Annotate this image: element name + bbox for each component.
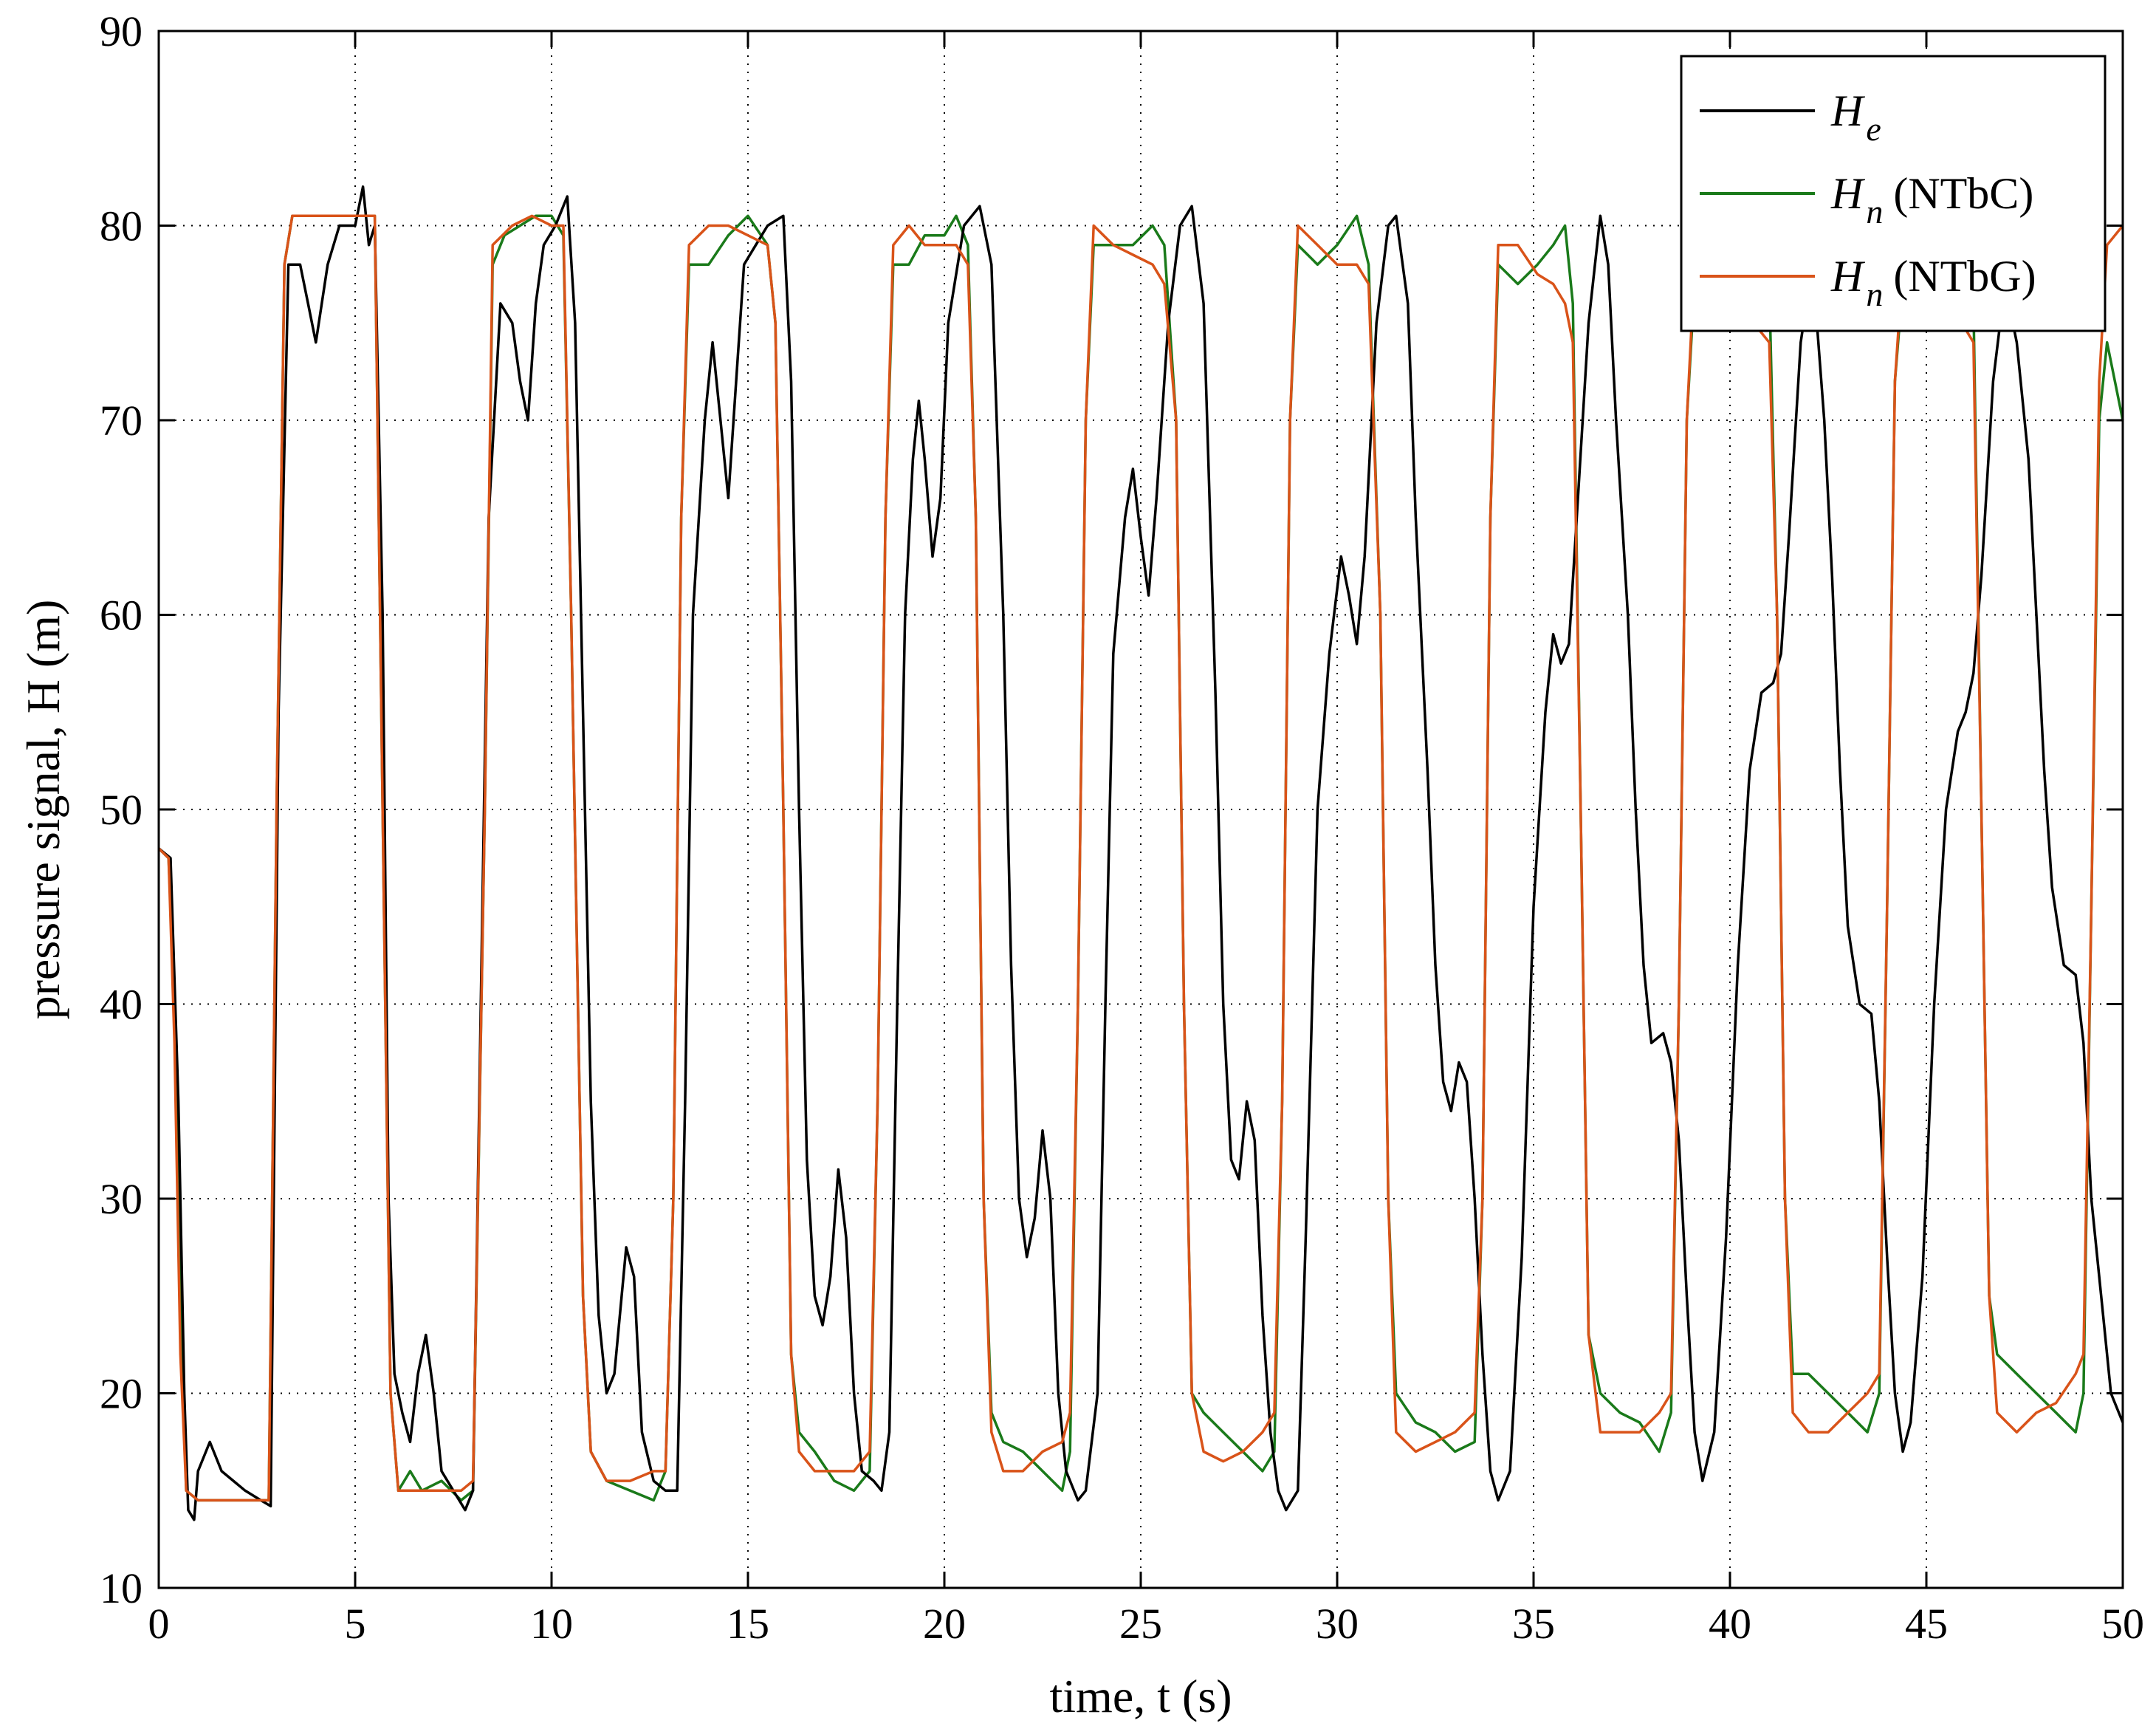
x-tick-label: 15 [727, 1600, 769, 1648]
legend-label: Hn (NTbG) [1830, 252, 2036, 313]
x-tick-label: 5 [345, 1600, 366, 1648]
y-tick-label: 10 [100, 1564, 143, 1612]
y-tick-label: 50 [100, 786, 143, 834]
legend-label-main: H [1830, 169, 1866, 218]
x-tick-label: 45 [1905, 1600, 1948, 1648]
x-tick-label: 40 [1709, 1600, 1751, 1648]
x-tick-label: 10 [530, 1600, 573, 1648]
x-axis-title: time, t (s) [1049, 1670, 1232, 1722]
legend-label-sub: e [1866, 110, 1881, 148]
legend-label-suffix: (NTbC) [1893, 169, 2033, 218]
y-tick-label: 30 [100, 1175, 143, 1223]
y-tick-label: 60 [100, 592, 143, 640]
series-lines [157, 185, 2124, 1521]
y-tick-label: 70 [100, 397, 143, 445]
x-tick-label: 20 [923, 1600, 966, 1648]
legend-label-sub: n [1866, 275, 1883, 313]
y-tick-label: 90 [100, 7, 143, 55]
y-axis-title: pressure signal, H (m) [17, 600, 69, 1020]
x-tick-label: 50 [2101, 1600, 2144, 1648]
legend-label-suffix: (NTbG) [1893, 252, 2036, 301]
legend-label: He [1830, 86, 1881, 148]
x-tick-label: 25 [1119, 1600, 1162, 1648]
legend-label-main: H [1830, 86, 1866, 135]
x-tick-label: 35 [1512, 1600, 1555, 1648]
legend-label: Hn (NTbC) [1830, 169, 2033, 230]
legend-label-sub: n [1866, 193, 1883, 230]
y-tick-label: 20 [100, 1370, 143, 1418]
x-tick-label: 30 [1316, 1600, 1359, 1648]
axis-ticks [157, 30, 2124, 1589]
series-line [157, 214, 2124, 1502]
y-tick-label: 40 [100, 981, 143, 1029]
y-tick-label: 80 [100, 202, 143, 250]
series-line [157, 214, 2124, 1502]
y-tick-labels: 10 20 30 40 50 60 70 80 90 [100, 7, 143, 1612]
legend-label-main: H [1830, 252, 1866, 301]
x-tick-label: 0 [148, 1600, 170, 1648]
x-tick-labels: 0 5 10 15 20 25 30 35 40 45 50 [148, 1600, 2145, 1648]
